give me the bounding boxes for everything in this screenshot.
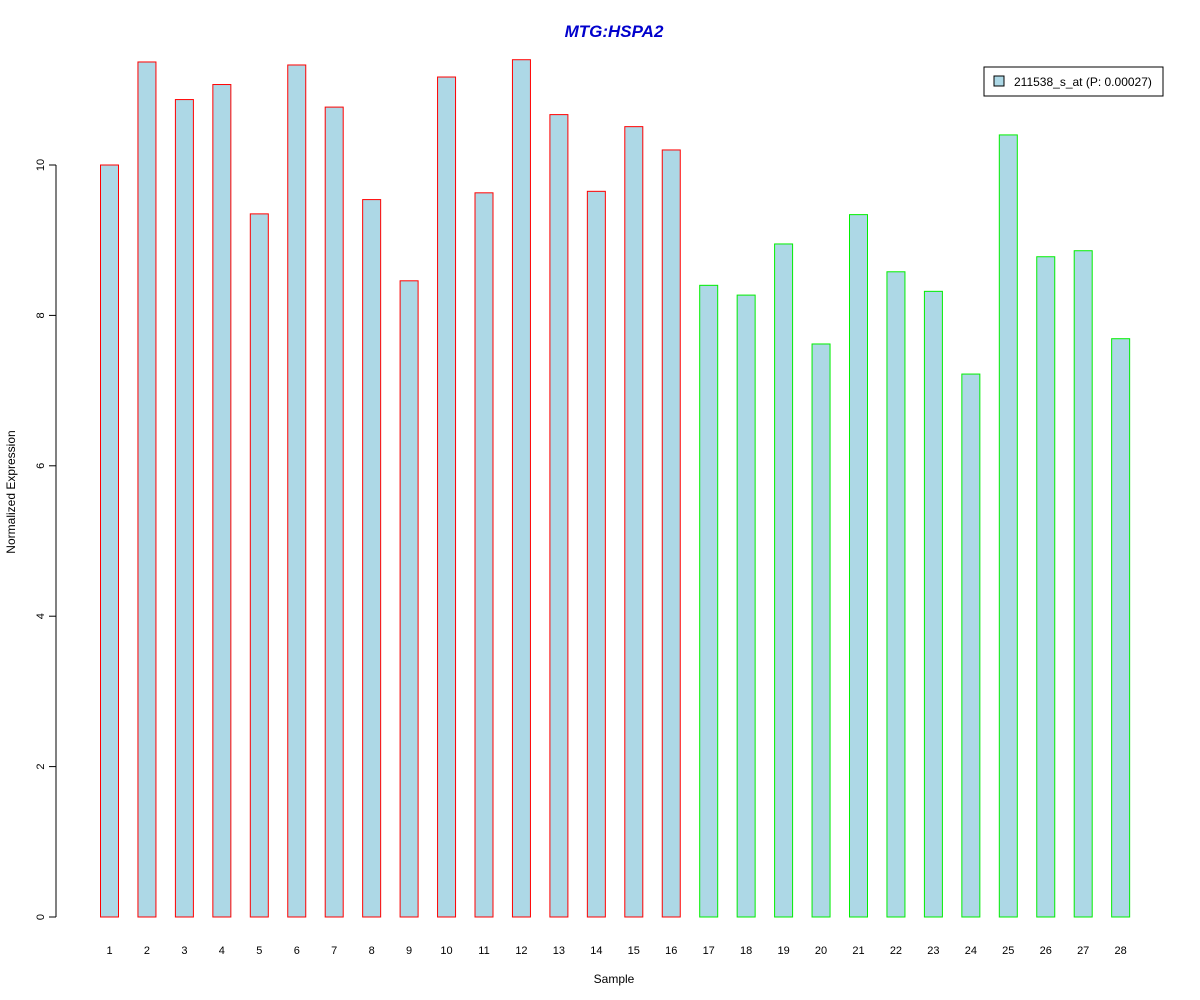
x-tick-label-7: 7: [331, 945, 337, 957]
x-tick-label-18: 18: [740, 945, 752, 957]
bar-25: [998, 134, 1018, 918]
x-tick-label-20: 20: [815, 945, 827, 957]
x-tick-label-13: 13: [553, 945, 565, 957]
bar-7: [324, 106, 344, 918]
y-tick-label: 4: [35, 613, 47, 619]
x-tick-label-15: 15: [628, 945, 640, 957]
bar-8: [362, 199, 382, 918]
x-tick-label-8: 8: [369, 945, 375, 957]
bar-21: [849, 214, 868, 918]
y-tick-label: 6: [35, 463, 47, 469]
bar-2: [137, 61, 157, 918]
bar-10: [437, 76, 457, 918]
bar-23: [923, 290, 943, 918]
x-tick-label-21: 21: [852, 945, 864, 957]
bar-14: [586, 190, 606, 918]
x-tick-label-19: 19: [777, 945, 789, 957]
bar-6: [287, 64, 307, 918]
x-tick-label-5: 5: [256, 945, 262, 957]
y-tick-label: 0: [35, 914, 47, 920]
bar-26: [1036, 256, 1056, 918]
bar-4: [212, 84, 232, 918]
x-tick-label-1: 1: [106, 945, 112, 957]
legend-label: 211538_s_at (P: 0.00027): [1014, 75, 1152, 89]
bar-1: [100, 164, 119, 918]
x-tick-label-17: 17: [703, 945, 715, 957]
x-tick-label-2: 2: [144, 945, 150, 957]
bar-19: [774, 243, 794, 918]
y-tick-label: 8: [35, 312, 47, 318]
x-tick-label-22: 22: [890, 945, 902, 957]
y-tick-label: 10: [35, 159, 47, 171]
x-axis-label: Sample: [594, 972, 635, 986]
legend: 211538_s_at (P: 0.00027): [983, 66, 1164, 97]
chart-title: MTG:HSPA2: [565, 22, 664, 41]
bar-22: [886, 271, 906, 918]
y-axis: 0 2 4 6 8 10: [35, 159, 57, 920]
x-tick-label-10: 10: [440, 945, 452, 957]
x-tick-label-9: 9: [406, 945, 412, 957]
x-tick-label-14: 14: [590, 945, 602, 957]
legend-box: [983, 66, 1164, 97]
x-tick-label-16: 16: [665, 945, 677, 957]
y-tick-label: 2: [35, 764, 47, 770]
bar-24: [961, 373, 981, 918]
bar-16: [661, 149, 681, 918]
bar-15: [624, 126, 644, 918]
x-tick-label-27: 27: [1077, 945, 1089, 957]
x-tick-label-11: 11: [478, 945, 489, 957]
x-tick-label-12: 12: [515, 945, 527, 957]
bar-9: [399, 280, 419, 918]
x-tick-label-4: 4: [219, 945, 225, 957]
bar-18: [736, 294, 756, 918]
x-tick-label-28: 28: [1115, 945, 1127, 957]
x-tick-label-26: 26: [1040, 945, 1052, 957]
bar-28: [1111, 338, 1131, 918]
x-axis-tick-labels: 1 2 3 4 5 6 7 8 9 10 11 12 13 14 15 16 17 18 19 20 21 22 23 24 2…: [106, 945, 1126, 957]
legend-swatch: [993, 75, 1005, 87]
bar-27: [1073, 250, 1093, 918]
x-tick-label-3: 3: [181, 945, 187, 957]
bar-12: [511, 59, 531, 918]
bar-5: [249, 213, 269, 918]
bar-3: [174, 99, 194, 918]
bar-17: [699, 284, 719, 918]
y-axis-label: Normalized Expression: [4, 430, 18, 553]
bars: [100, 59, 1131, 918]
x-tick-label-6: 6: [294, 945, 300, 957]
x-tick-label-23: 23: [927, 945, 939, 957]
x-tick-label-25: 25: [1002, 945, 1014, 957]
bar-13: [549, 114, 569, 918]
x-tick-label-24: 24: [965, 945, 977, 957]
bar-20: [811, 343, 831, 918]
bar-11: [474, 192, 494, 918]
